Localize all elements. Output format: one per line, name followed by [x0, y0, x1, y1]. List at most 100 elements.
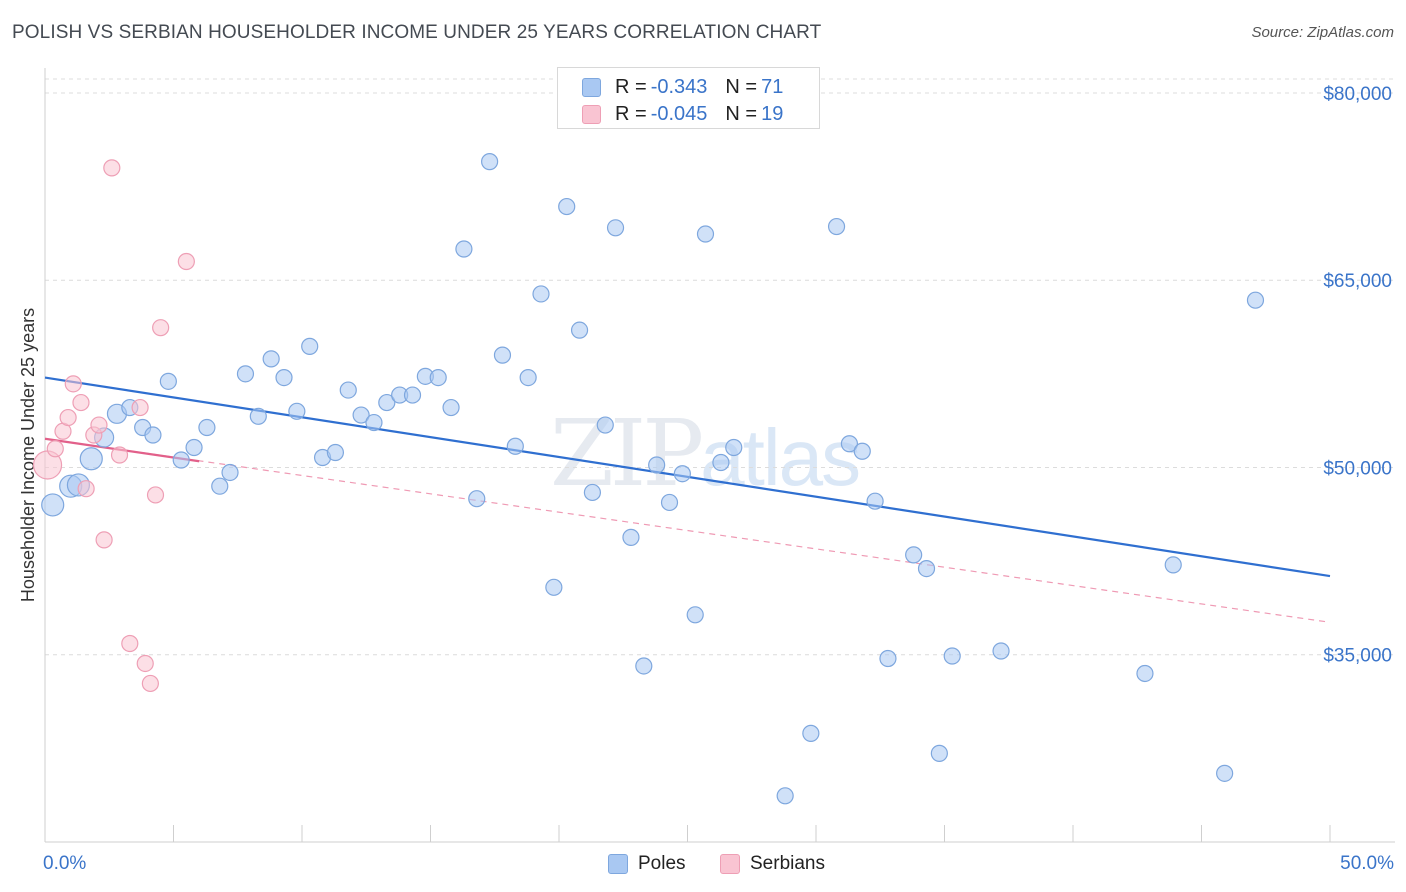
poles-point — [326, 443, 345, 462]
poles-point — [1216, 764, 1234, 782]
tick-labels: $35,000 $50,000 $65,000 $80,000 0.0% 50.0% — [43, 84, 1394, 874]
poles-point — [673, 465, 691, 483]
poles-point — [606, 219, 625, 237]
serbians-point — [59, 408, 77, 427]
poles-point — [211, 477, 229, 495]
poles-point — [442, 398, 460, 417]
bottom-legend-poles: Poles — [608, 851, 686, 877]
poles-point — [403, 386, 422, 404]
poles-point — [1136, 664, 1154, 683]
serbians-point — [77, 480, 95, 498]
serbians-point — [146, 486, 165, 504]
poles-point — [660, 493, 679, 512]
poles-point — [301, 337, 319, 355]
serbians-point — [121, 634, 139, 653]
poles-point — [249, 407, 267, 425]
y-tick-label: $35,000 — [1323, 646, 1392, 667]
series-poles — [41, 101, 1265, 805]
poles-point — [648, 456, 666, 474]
serbians-point — [131, 398, 149, 417]
y-tick-label: $50,000 — [1323, 458, 1392, 479]
poles-point — [905, 546, 923, 564]
poles-point — [1164, 556, 1182, 574]
poles-point — [221, 463, 239, 482]
serbians-trend-dashed — [44, 438, 1331, 623]
bottom-legend-swatch-poles — [608, 854, 628, 874]
serbians-point — [72, 393, 90, 412]
poles-point — [506, 437, 524, 455]
legend-r-label: R = — [615, 102, 647, 125]
serbians-point — [64, 375, 82, 393]
data-points — [32, 101, 1265, 805]
legend-swatch-poles — [582, 77, 601, 97]
poles-point — [352, 406, 370, 424]
y-tick-label: $80,000 — [1323, 84, 1392, 105]
poles-point — [545, 578, 563, 596]
source-label: Source: ZipAtlas.com — [1251, 24, 1394, 41]
poles-point — [288, 402, 306, 420]
legend-row-poles: R = -0.343 N = 71 — [582, 74, 787, 100]
poles-point — [79, 447, 103, 471]
poles-point — [185, 438, 203, 457]
poles-point — [378, 393, 396, 412]
poles-point — [840, 435, 859, 453]
poles-point — [583, 483, 602, 502]
poles-point — [455, 240, 473, 258]
watermark: ZIPatlas — [550, 400, 861, 507]
correlation-legend: R = -0.343 N = 71 R = -0.045 N = 19 — [557, 67, 820, 129]
poles-point — [943, 647, 961, 665]
poles-point — [532, 285, 550, 303]
legend-r-label: R = — [615, 75, 647, 98]
poles-point — [144, 426, 162, 444]
chart-title: POLISH VS SERBIAN HOUSEHOLDER INCOME UND… — [12, 22, 822, 43]
poles-point — [468, 490, 486, 508]
poles-point — [802, 724, 820, 742]
poles-point — [866, 492, 884, 510]
legend-n-value: 71 — [761, 75, 784, 98]
legend-n-label: N = — [725, 75, 758, 98]
watermark-zip: ZIP — [550, 400, 704, 507]
poles-point — [519, 369, 537, 387]
serbians-point — [177, 252, 195, 271]
poles-point — [275, 369, 293, 387]
poles-point — [481, 153, 499, 171]
poles-point — [172, 451, 190, 469]
poles-point — [596, 416, 614, 434]
bottom-legend-label-serbians: Serbians — [750, 853, 825, 874]
poles-point — [622, 528, 640, 546]
poles-point — [570, 321, 589, 339]
poles-point — [879, 649, 897, 668]
poles-point — [558, 197, 576, 216]
poles-point — [776, 787, 794, 805]
x-tick-label: 0.0% — [43, 853, 86, 874]
poles-point — [712, 453, 730, 472]
serbians-point — [141, 674, 159, 693]
poles-point — [262, 350, 280, 368]
bottom-legend-serbians: Serbians — [720, 851, 825, 877]
legend-r-value: -0.343 — [650, 75, 708, 98]
poles-point — [236, 365, 255, 383]
legend-r-value: -0.045 — [650, 102, 708, 125]
poles-point — [917, 560, 936, 578]
poles-point — [635, 657, 653, 675]
bottom-legend-swatch-serbians — [720, 854, 740, 874]
legend-n-value: 19 — [761, 102, 784, 125]
poles-point — [365, 413, 383, 432]
serbians-point — [110, 446, 129, 464]
series-serbians — [32, 159, 195, 693]
serbians-point — [46, 440, 64, 458]
serbians-point — [90, 416, 108, 434]
poles-point — [853, 442, 871, 460]
poles-point — [493, 346, 512, 364]
serbians-point — [95, 531, 113, 549]
poles-point — [339, 381, 357, 399]
poles-point — [429, 369, 447, 387]
poles-point — [159, 372, 177, 390]
poles-point — [41, 493, 65, 517]
poles-point — [827, 217, 846, 236]
bottom-legend-label-poles: Poles — [638, 853, 686, 874]
poles-point — [198, 418, 216, 437]
poles-point — [1246, 291, 1265, 309]
legend-n-label: N = — [725, 102, 758, 125]
